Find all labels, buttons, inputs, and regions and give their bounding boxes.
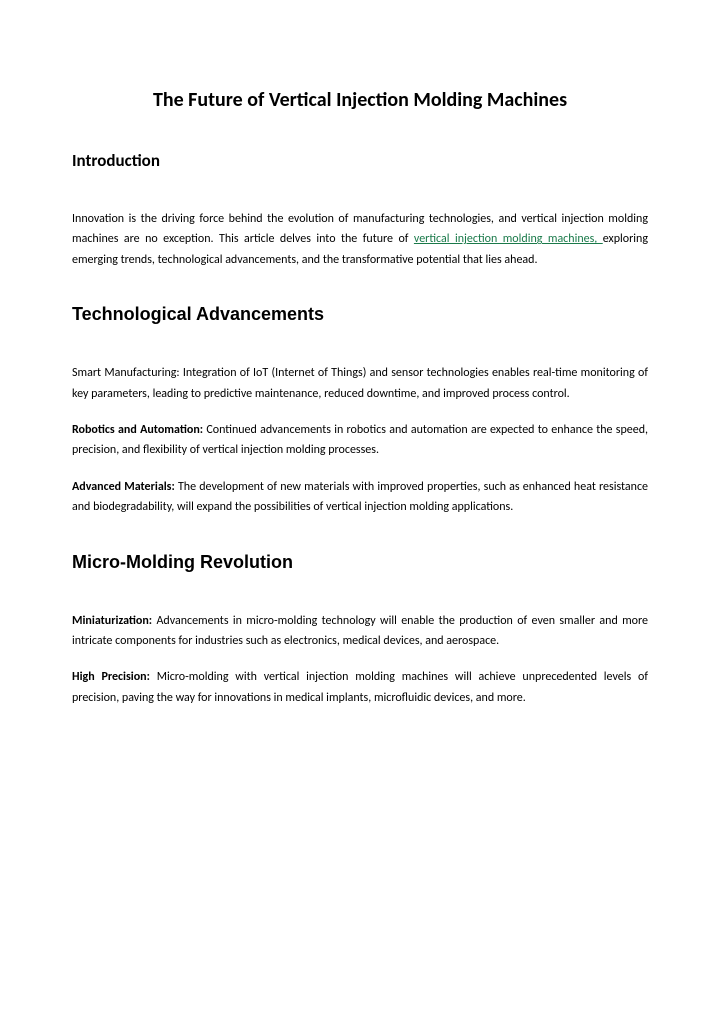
heading-micro-molding: Micro-Molding Revolution — [72, 552, 648, 573]
materials-label: Advanced Materials: — [72, 480, 178, 494]
tech-paragraph-materials: Advanced Materials: The development of n… — [72, 477, 648, 518]
micro-paragraph-miniaturization: Miniaturization: Advancements in micro-m… — [72, 611, 648, 652]
miniaturization-label: Miniaturization: — [72, 614, 156, 628]
intro-paragraph: Innovation is the driving force behind t… — [72, 209, 648, 270]
document-title: The Future of Vertical Injection Molding… — [72, 88, 648, 112]
miniaturization-body: Advancements in micro-molding technology… — [72, 614, 648, 648]
heading-introduction: Introduction — [72, 150, 648, 171]
tech-paragraph-robotics: Robotics and Automation: Continued advan… — [72, 420, 648, 461]
vertical-injection-link[interactable]: vertical injection molding machines, — [414, 232, 603, 246]
micro-paragraph-precision: High Precision: Micro-molding with verti… — [72, 667, 648, 708]
tech-paragraph-smart-manufacturing: Smart Manufacturing: Integration of IoT … — [72, 363, 648, 404]
precision-body: Micro-molding with vertical injection mo… — [72, 670, 648, 704]
precision-label: High Precision: — [72, 670, 157, 684]
robotics-label: Robotics and Automation: — [72, 423, 206, 437]
heading-technological-advancements: Technological Advancements — [72, 304, 648, 325]
